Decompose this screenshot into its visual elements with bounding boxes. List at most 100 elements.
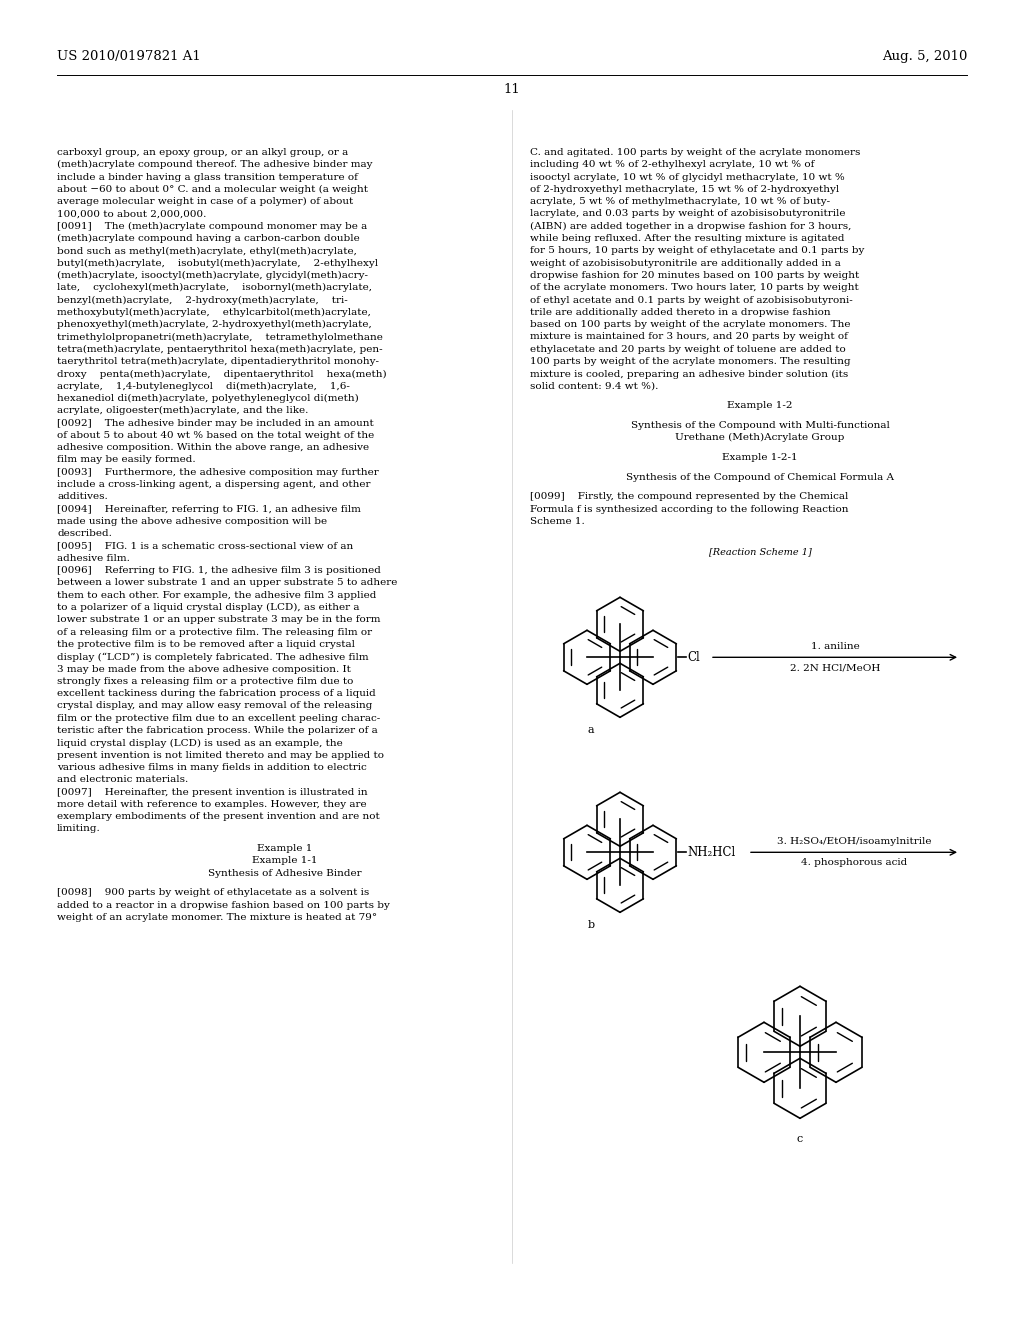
Text: of 2-hydroxyethyl methacrylate, 15 wt % of 2-hydroxyethyl: of 2-hydroxyethyl methacrylate, 15 wt % … (530, 185, 840, 194)
Text: liquid crystal display (LCD) is used as an example, the: liquid crystal display (LCD) is used as … (57, 738, 343, 747)
Text: of a releasing film or a protective film. The releasing film or: of a releasing film or a protective film… (57, 628, 372, 636)
Text: for 5 hours, 10 parts by weight of ethylacetate and 0.1 parts by: for 5 hours, 10 parts by weight of ethyl… (530, 247, 864, 255)
Text: NH₂HCl: NH₂HCl (687, 846, 735, 859)
Text: (AIBN) are added together in a dropwise fashion for 3 hours,: (AIBN) are added together in a dropwise … (530, 222, 851, 231)
Text: exemplary embodiments of the present invention and are not: exemplary embodiments of the present inv… (57, 812, 380, 821)
Text: teristic after the fabrication process. While the polarizer of a: teristic after the fabrication process. … (57, 726, 378, 735)
Text: [0099]    Firstly, the compound represented by the Chemical: [0099] Firstly, the compound represented… (530, 492, 848, 502)
Text: Example 1-2: Example 1-2 (727, 401, 793, 411)
Text: average molecular weight in case of a polymer) of about: average molecular weight in case of a po… (57, 197, 353, 206)
Text: butyl(meth)acrylate,    isobutyl(meth)acrylate,    2-ethylhexyl: butyl(meth)acrylate, isobutyl(meth)acryl… (57, 259, 378, 268)
Text: of the acrylate monomers. Two hours later, 10 parts by weight: of the acrylate monomers. Two hours late… (530, 284, 859, 292)
Text: various adhesive films in many fields in addition to electric: various adhesive films in many fields in… (57, 763, 367, 772)
Text: 11: 11 (504, 83, 520, 96)
Text: bond such as methyl(meth)acrylate, ethyl(meth)acrylate,: bond such as methyl(meth)acrylate, ethyl… (57, 247, 357, 256)
Text: ethylacetate and 20 parts by weight of toluene are added to: ethylacetate and 20 parts by weight of t… (530, 345, 846, 354)
Text: carboxyl group, an epoxy group, or an alkyl group, or a: carboxyl group, an epoxy group, or an al… (57, 148, 348, 157)
Text: lacrylate, and 0.03 parts by weight of azobisisobutyronitrile: lacrylate, and 0.03 parts by weight of a… (530, 210, 846, 219)
Text: weight of azobisisobutyronitrile are additionally added in a: weight of azobisisobutyronitrile are add… (530, 259, 841, 268)
Text: additives.: additives. (57, 492, 108, 502)
Text: and electronic materials.: and electronic materials. (57, 775, 188, 784)
Text: b: b (588, 920, 595, 931)
Text: [0097]    Hereinafter, the present invention is illustrated in: [0097] Hereinafter, the present inventio… (57, 788, 368, 796)
Text: including 40 wt % of 2-ethylhexyl acrylate, 10 wt % of: including 40 wt % of 2-ethylhexyl acryla… (530, 160, 814, 169)
Text: [0096]    Referring to FIG. 1, the adhesive film 3 is positioned: [0096] Referring to FIG. 1, the adhesive… (57, 566, 381, 576)
Text: excellent tackiness during the fabrication process of a liquid: excellent tackiness during the fabricati… (57, 689, 376, 698)
Text: described.: described. (57, 529, 112, 539)
Text: (meth)acrylate compound having a carbon-carbon double: (meth)acrylate compound having a carbon-… (57, 234, 359, 243)
Text: to a polarizer of a liquid crystal display (LCD), as either a: to a polarizer of a liquid crystal displ… (57, 603, 359, 612)
Text: Formula f is synthesized according to the following Reaction: Formula f is synthesized according to th… (530, 504, 849, 513)
Text: display (“LCD”) is completely fabricated. The adhesive film: display (“LCD”) is completely fabricated… (57, 652, 369, 661)
Text: late,    cyclohexyl(meth)acrylate,    isobornyl(meth)acrylate,: late, cyclohexyl(meth)acrylate, isoborny… (57, 284, 372, 293)
Text: Urethane (Meth)Acrylate Group: Urethane (Meth)Acrylate Group (675, 433, 845, 442)
Text: acrylate, 5 wt % of methylmethacrylate, 10 wt % of buty-: acrylate, 5 wt % of methylmethacrylate, … (530, 197, 830, 206)
Text: taerythritol tetra(meth)acrylate, dipentadierythritol monohy-: taerythritol tetra(meth)acrylate, dipent… (57, 358, 379, 366)
Text: tetra(meth)acrylate, pentaerythritol hexa(meth)acrylate, pen-: tetra(meth)acrylate, pentaerythritol hex… (57, 345, 383, 354)
Text: lower substrate 1 or an upper substrate 3 may be in the form: lower substrate 1 or an upper substrate … (57, 615, 381, 624)
Text: strongly fixes a releasing film or a protective film due to: strongly fixes a releasing film or a pro… (57, 677, 353, 686)
Text: limiting.: limiting. (57, 825, 100, 833)
Text: Aug. 5, 2010: Aug. 5, 2010 (882, 50, 967, 63)
Text: c: c (797, 1134, 803, 1144)
Text: made using the above adhesive composition will be: made using the above adhesive compositio… (57, 517, 327, 525)
Text: [0095]    FIG. 1 is a schematic cross-sectional view of an: [0095] FIG. 1 is a schematic cross-secti… (57, 541, 353, 550)
Text: Scheme 1.: Scheme 1. (530, 517, 585, 525)
Text: acrylate, oligoester(meth)acrylate, and the like.: acrylate, oligoester(meth)acrylate, and … (57, 407, 308, 416)
Text: Synthesis of Adhesive Binder: Synthesis of Adhesive Binder (208, 869, 361, 878)
Text: present invention is not limited thereto and may be applied to: present invention is not limited thereto… (57, 751, 384, 760)
Text: weight of an acrylate monomer. The mixture is heated at 79°: weight of an acrylate monomer. The mixtu… (57, 913, 377, 923)
Text: [0094]    Hereinafter, referring to FIG. 1, an adhesive film: [0094] Hereinafter, referring to FIG. 1,… (57, 504, 360, 513)
Text: of ethyl acetate and 0.1 parts by weight of azobisisobutyroni-: of ethyl acetate and 0.1 parts by weight… (530, 296, 853, 305)
Text: (meth)acrylate compound thereof. The adhesive binder may: (meth)acrylate compound thereof. The adh… (57, 160, 373, 169)
Text: solid content: 9.4 wt %).: solid content: 9.4 wt %). (530, 381, 658, 391)
Text: phenoxyethyl(meth)acrylate, 2-hydroxyethyl(meth)acrylate,: phenoxyethyl(meth)acrylate, 2-hydroxyeth… (57, 321, 372, 329)
Text: 100,000 to about 2,000,000.: 100,000 to about 2,000,000. (57, 210, 207, 219)
Text: adhesive composition. Within the above range, an adhesive: adhesive composition. Within the above r… (57, 444, 369, 453)
Text: isooctyl acrylate, 10 wt % of glycidyl methacrylate, 10 wt %: isooctyl acrylate, 10 wt % of glycidyl m… (530, 173, 845, 182)
Text: based on 100 parts by weight of the acrylate monomers. The: based on 100 parts by weight of the acry… (530, 321, 851, 329)
Text: film may be easily formed.: film may be easily formed. (57, 455, 196, 465)
Text: [0093]    Furthermore, the adhesive composition may further: [0093] Furthermore, the adhesive composi… (57, 467, 379, 477)
Text: Synthesis of the Compound of Chemical Formula A: Synthesis of the Compound of Chemical Fo… (626, 473, 894, 482)
Text: US 2010/0197821 A1: US 2010/0197821 A1 (57, 50, 201, 63)
Text: mixture is maintained for 3 hours, and 20 parts by weight of: mixture is maintained for 3 hours, and 2… (530, 333, 848, 342)
Text: include a cross-linking agent, a dispersing agent, and other: include a cross-linking agent, a dispers… (57, 480, 371, 490)
Text: 1. aniline: 1. aniline (811, 643, 859, 651)
Text: 2. 2N HCl/MeOH: 2. 2N HCl/MeOH (790, 663, 881, 672)
Text: 100 parts by weight of the acrylate monomers. The resulting: 100 parts by weight of the acrylate mono… (530, 358, 851, 366)
Text: trile are additionally added thereto in a dropwise fashion: trile are additionally added thereto in … (530, 308, 830, 317)
Text: 3 may be made from the above adhesive composition. It: 3 may be made from the above adhesive co… (57, 664, 351, 673)
Text: adhesive film.: adhesive film. (57, 554, 130, 562)
Text: hexanediol di(meth)acrylate, polyethyleneglycol di(meth): hexanediol di(meth)acrylate, polyethylen… (57, 393, 358, 403)
Text: [0091]    The (meth)acrylate compound monomer may be a: [0091] The (meth)acrylate compound monom… (57, 222, 368, 231)
Text: Synthesis of the Compound with Multi-functional: Synthesis of the Compound with Multi-fun… (631, 421, 890, 430)
Text: 3. H₂SO₄/EtOH/isoamylnitrile: 3. H₂SO₄/EtOH/isoamylnitrile (777, 837, 931, 846)
Text: them to each other. For example, the adhesive film 3 applied: them to each other. For example, the adh… (57, 591, 377, 599)
Text: (meth)acrylate, isooctyl(meth)acrylate, glycidyl(meth)acry-: (meth)acrylate, isooctyl(meth)acrylate, … (57, 271, 368, 280)
Text: [0098]    900 parts by weight of ethylacetate as a solvent is: [0098] 900 parts by weight of ethylaceta… (57, 888, 370, 898)
Text: [Reaction Scheme 1]: [Reaction Scheme 1] (709, 548, 811, 556)
Text: crystal display, and may allow easy removal of the releasing: crystal display, and may allow easy remo… (57, 701, 373, 710)
Text: [0092]    The adhesive binder may be included in an amount: [0092] The adhesive binder may be includ… (57, 418, 374, 428)
Text: C. and agitated. 100 parts by weight of the acrylate monomers: C. and agitated. 100 parts by weight of … (530, 148, 860, 157)
Text: while being refluxed. After the resulting mixture is agitated: while being refluxed. After the resultin… (530, 234, 845, 243)
Text: more detail with reference to examples. However, they are: more detail with reference to examples. … (57, 800, 367, 809)
Text: about −60 to about 0° C. and a molecular weight (a weight: about −60 to about 0° C. and a molecular… (57, 185, 368, 194)
Text: trimethylolpropanetri(meth)acrylate,    tetramethylolmethane: trimethylolpropanetri(meth)acrylate, tet… (57, 333, 383, 342)
Text: include a binder having a glass transition temperature of: include a binder having a glass transiti… (57, 173, 357, 182)
Text: Example 1: Example 1 (257, 845, 312, 853)
Text: a: a (588, 725, 595, 735)
Text: Example 1-1: Example 1-1 (252, 857, 317, 866)
Text: added to a reactor in a dropwise fashion based on 100 parts by: added to a reactor in a dropwise fashion… (57, 900, 390, 909)
Text: Example 1-2-1: Example 1-2-1 (722, 453, 798, 462)
Text: Cl: Cl (687, 651, 699, 664)
Text: acrylate,    1,4-butyleneglycol    di(meth)acrylate,    1,6-: acrylate, 1,4-butyleneglycol di(meth)acr… (57, 381, 350, 391)
Text: dropwise fashion for 20 minutes based on 100 parts by weight: dropwise fashion for 20 minutes based on… (530, 271, 859, 280)
Text: droxy    penta(meth)acrylate,    dipentaerythritol    hexa(meth): droxy penta(meth)acrylate, dipentaerythr… (57, 370, 387, 379)
Text: 4. phosphorous acid: 4. phosphorous acid (801, 858, 907, 867)
Text: methoxybutyl(meth)acrylate,    ethylcarbitol(meth)acrylate,: methoxybutyl(meth)acrylate, ethylcarbito… (57, 308, 371, 317)
Text: between a lower substrate 1 and an upper substrate 5 to adhere: between a lower substrate 1 and an upper… (57, 578, 397, 587)
Text: benzyl(meth)acrylate,    2-hydroxy(meth)acrylate,    tri-: benzyl(meth)acrylate, 2-hydroxy(meth)acr… (57, 296, 348, 305)
Text: film or the protective film due to an excellent peeling charac-: film or the protective film due to an ex… (57, 714, 380, 723)
